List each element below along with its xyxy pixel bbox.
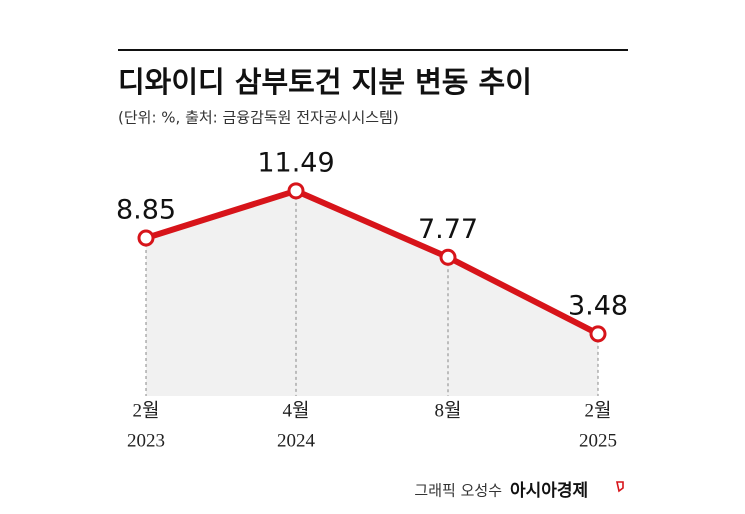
x-tick-label: 2025: [579, 430, 617, 451]
line: [145, 187, 600, 337]
x-tick-label: 2023: [127, 430, 165, 451]
value-label: 7.77: [418, 214, 478, 245]
marker: [439, 248, 457, 266]
brand-icon: [616, 481, 624, 493]
value-label: 11.49: [257, 147, 334, 178]
marker: [287, 182, 305, 200]
area: [146, 190, 598, 396]
brand: 아시아경제: [510, 481, 588, 501]
x-tick-label: 2월: [585, 399, 612, 421]
marker: [589, 325, 607, 343]
x-tick-label: 4월: [283, 399, 310, 421]
x-tick-label: 2024: [277, 430, 316, 451]
value-label: 3.48: [568, 290, 628, 321]
marker: [137, 229, 155, 247]
x-tick-label: 2월: [133, 399, 160, 421]
value-label: 8.85: [116, 194, 176, 225]
chart-title: 디와이디 삼부토건 지분 변동 추이: [118, 65, 532, 99]
x-tick-label: 8월: [435, 399, 462, 421]
chart-subtitle: (단위: %, 출처: 금융감독원 전자공시시스템): [118, 109, 399, 127]
credit: 그래픽 오성수: [414, 482, 502, 500]
